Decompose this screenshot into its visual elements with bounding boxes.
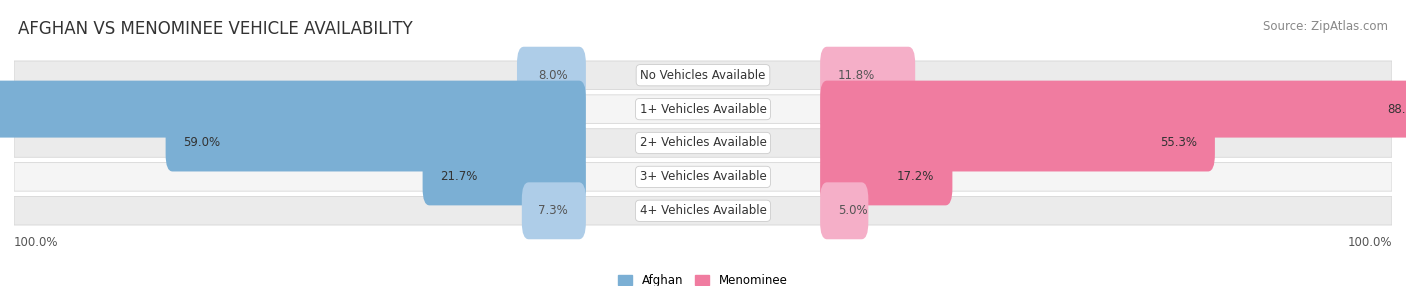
- FancyBboxPatch shape: [14, 61, 1392, 90]
- FancyBboxPatch shape: [522, 182, 586, 239]
- FancyBboxPatch shape: [14, 163, 1392, 191]
- FancyBboxPatch shape: [820, 47, 915, 104]
- Text: 21.7%: 21.7%: [440, 170, 478, 183]
- FancyBboxPatch shape: [517, 47, 586, 104]
- FancyBboxPatch shape: [820, 182, 869, 239]
- Text: AFGHAN VS MENOMINEE VEHICLE AVAILABILITY: AFGHAN VS MENOMINEE VEHICLE AVAILABILITY: [18, 20, 413, 38]
- Text: 3+ Vehicles Available: 3+ Vehicles Available: [640, 170, 766, 183]
- Text: Source: ZipAtlas.com: Source: ZipAtlas.com: [1263, 20, 1388, 33]
- FancyBboxPatch shape: [820, 81, 1406, 138]
- Text: 88.3%: 88.3%: [1388, 103, 1406, 116]
- Text: 100.0%: 100.0%: [1347, 236, 1392, 249]
- Text: 59.0%: 59.0%: [184, 136, 221, 150]
- FancyBboxPatch shape: [166, 114, 586, 172]
- Text: 8.0%: 8.0%: [538, 69, 568, 82]
- Text: 11.8%: 11.8%: [838, 69, 876, 82]
- Text: 100.0%: 100.0%: [14, 236, 59, 249]
- FancyBboxPatch shape: [14, 129, 1392, 157]
- Text: 7.3%: 7.3%: [538, 204, 568, 217]
- Text: No Vehicles Available: No Vehicles Available: [640, 69, 766, 82]
- FancyBboxPatch shape: [820, 114, 1215, 172]
- Text: 55.3%: 55.3%: [1160, 136, 1197, 150]
- Text: 4+ Vehicles Available: 4+ Vehicles Available: [640, 204, 766, 217]
- Text: 17.2%: 17.2%: [897, 170, 935, 183]
- Text: 5.0%: 5.0%: [838, 204, 868, 217]
- FancyBboxPatch shape: [820, 148, 952, 205]
- FancyBboxPatch shape: [0, 81, 586, 138]
- FancyBboxPatch shape: [14, 95, 1392, 123]
- Legend: Afghan, Menominee: Afghan, Menominee: [619, 274, 787, 286]
- FancyBboxPatch shape: [423, 148, 586, 205]
- Text: 1+ Vehicles Available: 1+ Vehicles Available: [640, 103, 766, 116]
- FancyBboxPatch shape: [14, 196, 1392, 225]
- Text: 2+ Vehicles Available: 2+ Vehicles Available: [640, 136, 766, 150]
